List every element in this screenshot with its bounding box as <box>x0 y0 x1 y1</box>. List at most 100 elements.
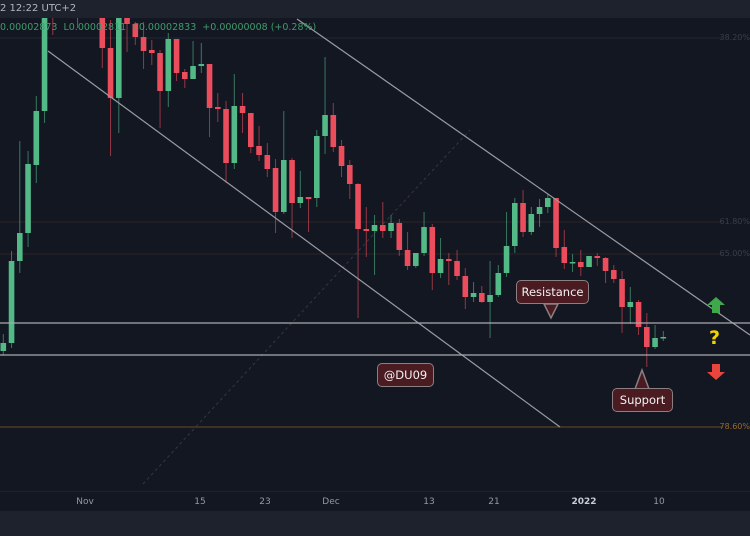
candle <box>17 141 23 273</box>
candle <box>231 74 238 169</box>
candle <box>272 159 279 233</box>
candle-body <box>0 343 7 351</box>
header-time: 2 12:22 UTC+2 <box>0 3 77 14</box>
candle <box>182 69 188 88</box>
x-tick-label: 23 <box>259 497 271 507</box>
candle-body <box>396 223 403 250</box>
candle-body <box>173 39 180 73</box>
candle <box>578 250 584 276</box>
candle-body <box>429 227 436 273</box>
candle-body <box>314 136 320 198</box>
candle-body <box>569 262 576 264</box>
candle-body <box>363 229 370 231</box>
candle <box>454 250 460 280</box>
candle-body <box>116 18 122 98</box>
price-chart[interactable] <box>0 0 750 491</box>
candle-body <box>289 160 295 203</box>
candle <box>520 190 526 237</box>
candle <box>536 199 543 227</box>
candle-body <box>561 247 568 263</box>
candle-body <box>182 72 188 79</box>
candle-body <box>140 37 147 51</box>
candle <box>206 64 213 137</box>
bottom-panel <box>0 511 750 536</box>
candle-body <box>215 107 221 109</box>
candle-body <box>264 155 271 169</box>
candle <box>594 253 601 266</box>
candle <box>190 41 196 79</box>
candle-body <box>272 168 279 212</box>
candle <box>0 334 7 355</box>
candle <box>627 287 634 324</box>
candle <box>132 22 139 45</box>
time-axis[interactable]: Nov 15 23 Dec 13 21 2022 10 <box>0 491 750 512</box>
dashed-trendline <box>142 129 471 485</box>
candle <box>347 160 353 199</box>
candle <box>413 253 419 268</box>
candle <box>77 18 79 28</box>
ohlc-legend: 0.00002873 L0.00002811 C0.00002833 +0.00… <box>0 22 317 33</box>
candle-body <box>627 302 634 307</box>
resistance-callout[interactable]: Resistance <box>516 280 589 304</box>
candle-body <box>487 295 493 302</box>
channel-upper-line[interactable] <box>296 18 750 336</box>
candle <box>561 230 568 269</box>
fib-label-78: 78.60% <box>719 422 750 431</box>
candle-body <box>322 115 328 136</box>
candle <box>487 261 493 338</box>
candle-body <box>454 261 460 276</box>
candle <box>281 111 287 214</box>
channel-lower-line[interactable] <box>47 50 561 428</box>
candle-body <box>578 262 584 267</box>
fib-label-38: 38.20% <box>719 33 750 42</box>
watermark-callout: @DU09 <box>377 363 434 387</box>
candle-body <box>446 259 452 261</box>
support-callout[interactable]: Support <box>612 388 673 412</box>
candle-body <box>619 279 625 307</box>
candle <box>363 207 370 257</box>
candle-body <box>421 227 427 253</box>
candle-body <box>611 270 617 279</box>
candle <box>380 202 386 238</box>
candle <box>264 143 271 177</box>
candle <box>25 151 31 247</box>
candle <box>297 171 304 208</box>
candle <box>256 126 262 161</box>
candle-body <box>239 106 246 113</box>
x-tick-label: 15 <box>194 497 206 507</box>
candle <box>553 198 559 257</box>
candle-body <box>495 273 502 295</box>
candle-body <box>594 256 601 258</box>
candle-body <box>635 302 642 327</box>
candle-body <box>330 115 337 147</box>
candle-body <box>479 293 485 302</box>
candle <box>149 40 155 65</box>
candle <box>635 300 642 335</box>
x-tick-label: 10 <box>653 497 665 507</box>
candle-body <box>223 109 229 163</box>
candle-body <box>256 146 262 155</box>
candle <box>396 219 403 256</box>
candle <box>248 113 254 153</box>
x-tick-label: 21 <box>488 497 500 507</box>
candle <box>479 286 485 303</box>
candle-body <box>248 113 254 147</box>
question-mark-icon: ? <box>709 327 721 349</box>
candle <box>314 130 320 207</box>
candle-body <box>470 293 477 297</box>
candle <box>545 194 551 213</box>
candle-body <box>404 250 411 266</box>
candle-body <box>297 197 304 203</box>
candle-body <box>355 184 361 229</box>
candle-body <box>371 225 378 231</box>
candle-body <box>99 18 106 48</box>
candle-body <box>198 64 205 66</box>
x-tick-label: 2022 <box>571 497 597 507</box>
candle <box>602 257 609 283</box>
arrow-down-icon <box>707 364 725 380</box>
candle <box>429 224 436 290</box>
candle-body <box>305 197 312 199</box>
candle <box>446 253 452 285</box>
candle-body <box>33 111 40 165</box>
candle <box>305 197 312 232</box>
